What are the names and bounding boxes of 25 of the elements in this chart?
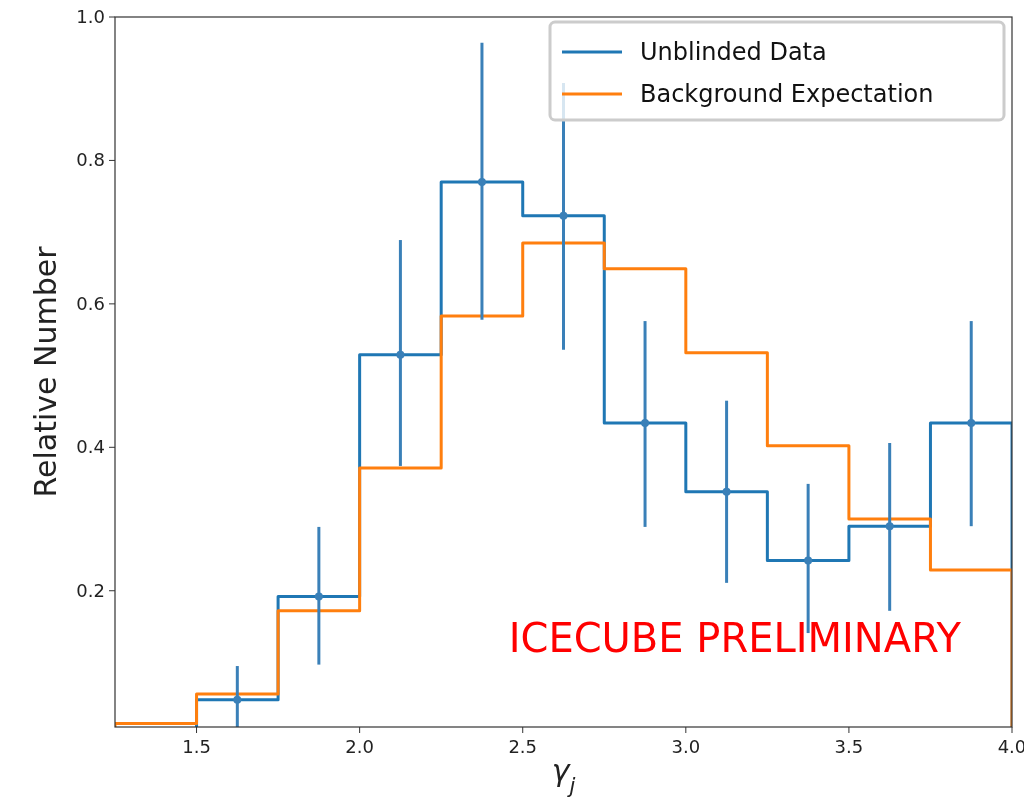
legend-label: Unblinded Data: [640, 38, 827, 66]
point: [804, 556, 813, 565]
y-tick-label: 0.2: [76, 579, 105, 601]
point: [722, 487, 731, 496]
point: [559, 211, 568, 220]
legend-label: Background Expectation: [640, 80, 934, 108]
x-tick-label: 2.0: [345, 736, 374, 757]
x-tick-label: 2.5: [508, 736, 538, 757]
point: [477, 177, 486, 186]
annotation: ICECUBE PRELIMINARY: [508, 614, 962, 661]
point: [967, 418, 976, 427]
y-tick-label: 1.0: [76, 6, 105, 27]
point: [233, 695, 242, 704]
x-tick-label: 1.5: [182, 736, 211, 757]
point: [396, 350, 405, 359]
x-axis-title: γ$_{j}$: [551, 753, 576, 798]
x-tick-label: 3.5: [834, 736, 864, 757]
x-tick-label: 3.0: [671, 736, 701, 757]
point: [641, 418, 650, 427]
y-tick-label: 0.6: [76, 292, 105, 314]
point: [314, 592, 323, 601]
y-axis-title: Relative Number: [28, 245, 63, 498]
y-tick-label: 0.4: [76, 436, 105, 458]
point: [885, 522, 894, 531]
y-tick-label: 0.8: [76, 149, 105, 171]
